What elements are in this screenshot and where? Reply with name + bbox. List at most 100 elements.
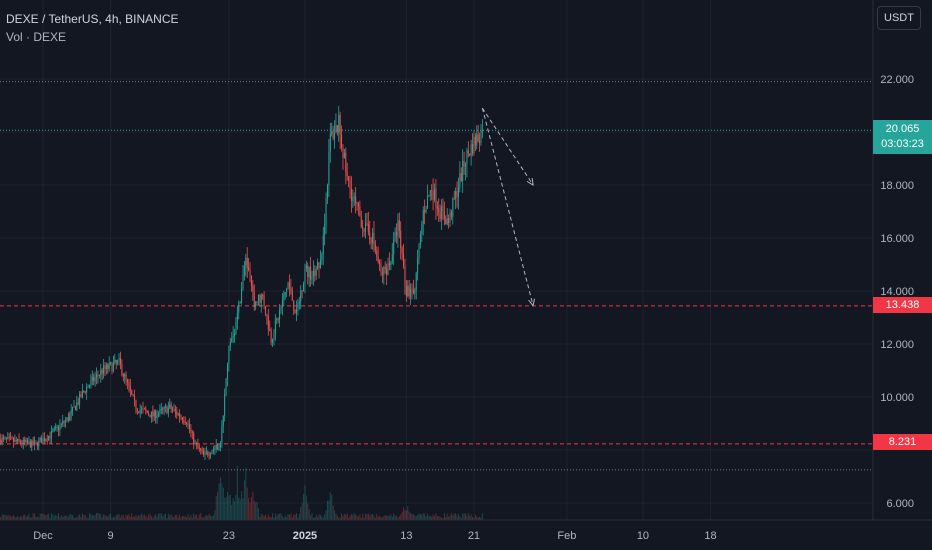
candle-body — [266, 314, 268, 316]
candle-body — [66, 417, 68, 421]
candle-body — [14, 439, 16, 442]
candle-body — [56, 426, 58, 428]
candle-body — [83, 391, 85, 393]
candle-body — [107, 364, 109, 369]
volume-bar — [317, 517, 319, 520]
volume-bar — [86, 517, 88, 520]
candle-body — [276, 318, 278, 321]
volume-bar — [157, 513, 159, 520]
candle-body — [98, 375, 100, 377]
volume-bar — [473, 517, 475, 520]
volume-bar — [296, 513, 297, 520]
volume-bar — [281, 515, 283, 520]
candle-body — [297, 304, 299, 310]
candle-body — [211, 451, 213, 454]
volume-bar — [36, 516, 38, 520]
volume-bar — [346, 513, 348, 520]
volume-bar — [119, 517, 121, 520]
volume-bar — [436, 516, 438, 520]
candle-body — [217, 444, 219, 450]
volume-bar — [145, 516, 147, 520]
volume-bar — [336, 515, 338, 520]
candle-body — [481, 130, 483, 132]
volume-bar — [311, 513, 313, 520]
candle-body — [307, 265, 309, 278]
volume-bar — [42, 513, 44, 520]
candle-body — [415, 272, 417, 290]
volume-bar — [207, 515, 209, 520]
volume-bar — [191, 517, 193, 520]
time-tick-label: 13 — [400, 530, 412, 542]
price-axis[interactable] — [873, 0, 932, 520]
volume-bar — [5, 515, 7, 520]
volume-bar — [148, 514, 150, 520]
candle-body — [136, 410, 138, 412]
price-tick-label: 6.000 — [886, 498, 914, 510]
candle-body — [181, 417, 183, 421]
volume-bar — [298, 514, 300, 520]
candle-body — [373, 232, 375, 245]
volume-bar — [366, 514, 368, 520]
volume-bar — [45, 515, 47, 520]
candle-body — [70, 410, 72, 415]
candle-body — [53, 428, 55, 431]
volume-bar — [276, 515, 278, 520]
candle-body — [262, 295, 264, 297]
candle-body — [86, 386, 88, 393]
candle-body — [219, 442, 221, 448]
volume-bar — [395, 516, 397, 520]
volume-bar — [236, 466, 238, 520]
candle-body — [398, 220, 400, 231]
volume-bar — [122, 514, 124, 520]
volume-indicator-label[interactable]: Vol · DEXE — [6, 30, 67, 44]
candle-body — [10, 437, 12, 439]
candle-body — [194, 443, 196, 445]
volume-bar — [349, 515, 351, 520]
candle-body — [334, 133, 336, 139]
volume-bar — [259, 516, 261, 520]
candle-body — [125, 374, 127, 380]
volume-bar — [141, 513, 143, 520]
currency-button[interactable]: USDT — [877, 6, 921, 30]
candle-body — [360, 216, 362, 228]
volume-bar — [418, 513, 420, 520]
candle-body — [90, 380, 92, 386]
candle-body — [342, 147, 344, 158]
volume-bar — [91, 515, 93, 520]
time-axis-labels[interactable]: Dec 9 23 2025 13 21 Feb 10 18 — [33, 530, 716, 542]
volume-bar — [439, 516, 441, 520]
candle-body — [431, 190, 433, 192]
candle-body — [315, 268, 317, 276]
volume-bar — [310, 515, 312, 520]
volume-bar — [401, 512, 403, 520]
volume-bar — [84, 514, 86, 520]
candle-body — [245, 257, 247, 266]
candle-body — [353, 196, 355, 198]
volume-bar — [356, 515, 358, 520]
symbol-title[interactable]: DEXE / TetherUS, 4h, BINANCE — [6, 12, 179, 26]
volume-bar — [163, 514, 165, 520]
volume-bar — [24, 514, 26, 520]
candle-body — [197, 444, 199, 448]
candle-body — [243, 265, 245, 275]
volume-bar — [465, 513, 466, 520]
price-tick-label: 22.000 — [880, 74, 914, 86]
volume-bar — [384, 515, 386, 520]
candle-body — [170, 404, 172, 410]
candle-body — [1, 437, 3, 444]
candle-body — [127, 379, 128, 383]
candle-body — [149, 414, 151, 418]
volume-bar — [355, 514, 357, 520]
candle-body — [32, 440, 34, 445]
volume-bar — [70, 514, 72, 520]
level-price-tag-low: 8.231 — [873, 434, 932, 450]
candle-body — [380, 264, 382, 273]
candle-body — [69, 414, 71, 421]
volume-bar — [272, 513, 274, 520]
volume-bar — [167, 513, 169, 520]
price-tick-label: 18.000 — [880, 180, 914, 192]
candle-body — [294, 309, 296, 314]
volume-bar — [321, 516, 323, 520]
volume-bar — [290, 513, 292, 520]
